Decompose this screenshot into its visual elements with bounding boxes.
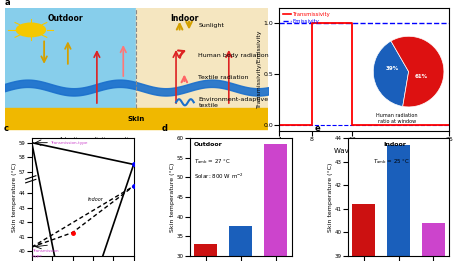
Text: Transmission-type: Transmission-type — [50, 141, 88, 145]
Bar — [137, 8, 268, 108]
Text: b: b — [249, 0, 255, 2]
Text: Human body radiation: Human body radiation — [198, 52, 269, 58]
Text: Solar: 800 W m$^{-2}$: Solar: 800 W m$^{-2}$ — [194, 171, 243, 181]
Y-axis label: Skin temperature (°C): Skin temperature (°C) — [12, 162, 17, 232]
Text: Indoor: Indoor — [170, 14, 198, 23]
Y-axis label: Transmissivity/Emissivity: Transmissivity/Emissivity — [257, 30, 262, 108]
Bar — [5, 108, 268, 129]
Text: $T_\mathrm{amb}$ = 25 °C: $T_\mathrm{amb}$ = 25 °C — [373, 157, 410, 166]
Bar — [387, 145, 410, 261]
Text: Environment-adaptive
textile: Environment-adaptive textile — [198, 97, 269, 108]
X-axis label: Wavelength (μm): Wavelength (μm) — [334, 147, 395, 154]
Text: d: d — [161, 124, 167, 133]
Circle shape — [16, 23, 45, 37]
Text: Indoor: Indoor — [88, 197, 104, 202]
Text: Textile radiation: Textile radiation — [198, 75, 249, 80]
Text: Skin: Skin — [128, 116, 145, 122]
Text: Transmission
-type: Transmission -type — [32, 249, 59, 258]
Bar — [229, 227, 252, 261]
Y-axis label: Skin temperature (°C): Skin temperature (°C) — [170, 162, 175, 232]
Bar — [264, 144, 287, 261]
Bar — [352, 204, 375, 261]
Bar — [422, 223, 445, 261]
Bar — [194, 244, 217, 261]
Text: Outdoor: Outdoor — [47, 14, 83, 23]
Text: a: a — [5, 0, 10, 7]
Text: Outdoor: Outdoor — [194, 142, 222, 147]
Text: Sunlight: Sunlight — [198, 23, 224, 28]
Text: $T_\mathrm{amb}$ = 27 °C: $T_\mathrm{amb}$ = 27 °C — [194, 157, 231, 166]
Text: e: e — [315, 124, 321, 133]
Text: Adaptive radiative cooling: Adaptive radiative cooling — [58, 137, 135, 142]
Text: Human radiation
ratio at window: Human radiation ratio at window — [376, 113, 418, 124]
Text: c: c — [3, 124, 8, 133]
Legend: Transmissivity, Emissivity: Transmissivity, Emissivity — [282, 10, 332, 25]
Bar — [5, 8, 137, 108]
Text: Indoor: Indoor — [383, 142, 406, 147]
Y-axis label: Skin temperature (°C): Skin temperature (°C) — [328, 162, 333, 232]
